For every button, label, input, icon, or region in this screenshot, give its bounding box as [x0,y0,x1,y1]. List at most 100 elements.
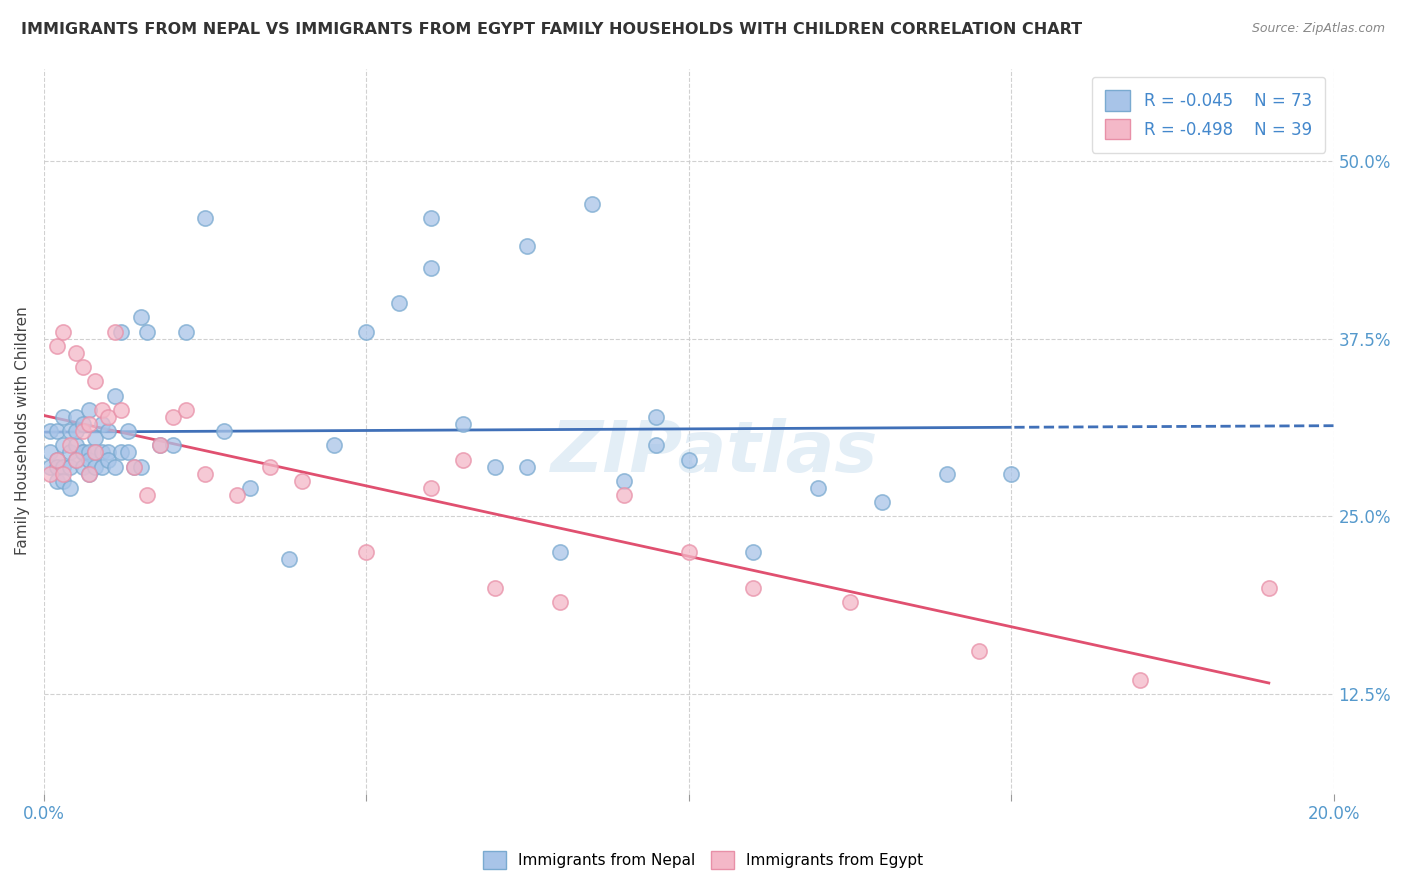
Point [65,346,87,360]
Point [77,417,100,431]
Point [77,452,100,467]
Point [72,417,94,431]
Point [39,424,62,438]
Point [84,459,107,474]
Point [97,409,120,424]
Point [65,452,87,467]
Legend: Immigrants from Nepal, Immigrants from Egypt: Immigrants from Nepal, Immigrants from E… [477,845,929,875]
Point [356,545,378,559]
Point [419,481,441,495]
Point [742,545,765,559]
Point [419,260,441,275]
Point [162,409,184,424]
Point [291,474,314,488]
Point [59,481,82,495]
Point [110,325,132,339]
Point [1258,581,1281,595]
Point [45,452,67,467]
Point [39,459,62,474]
Point [484,581,506,595]
Legend: R = -0.045    N = 73, R = -0.498    N = 39: R = -0.045 N = 73, R = -0.498 N = 39 [1092,77,1326,153]
Point [356,325,378,339]
Point [149,438,172,452]
Point [97,452,120,467]
Point [122,459,145,474]
Point [52,438,75,452]
Text: IMMIGRANTS FROM NEPAL VS IMMIGRANTS FROM EGYPT FAMILY HOUSEHOLDS WITH CHILDREN C: IMMIGRANTS FROM NEPAL VS IMMIGRANTS FROM… [21,22,1083,37]
Point [45,474,67,488]
Point [742,581,765,595]
Point [59,459,82,474]
Point [72,459,94,474]
Point [52,459,75,474]
Point [548,545,571,559]
Point [1000,467,1022,481]
Point [65,409,87,424]
Point [77,445,100,459]
Point [149,438,172,452]
Point [581,196,603,211]
Point [613,474,636,488]
Point [45,424,67,438]
Point [72,445,94,459]
Point [84,375,107,389]
Point [122,459,145,474]
Point [129,459,152,474]
Point [451,417,474,431]
Point [39,445,62,459]
Point [104,388,127,402]
Point [52,325,75,339]
Point [117,445,139,459]
Point [870,495,893,509]
Point [516,239,538,253]
Point [678,452,700,467]
Point [72,360,94,375]
Point [65,452,87,467]
Point [174,325,197,339]
Point [323,438,346,452]
Text: ZIPatlas: ZIPatlas [551,418,879,487]
Point [90,402,112,417]
Point [84,431,107,445]
Point [548,595,571,609]
Point [645,438,668,452]
Point [162,438,184,452]
Point [90,459,112,474]
Point [84,445,107,459]
Point [59,445,82,459]
Point [174,402,197,417]
Point [136,488,159,502]
Point [52,467,75,481]
Point [277,552,299,566]
Point [117,424,139,438]
Point [419,211,441,225]
Point [484,459,506,474]
Point [226,488,249,502]
Point [214,424,236,438]
Point [77,467,100,481]
Point [90,445,112,459]
Point [935,467,957,481]
Point [97,424,120,438]
Point [77,402,100,417]
Point [90,417,112,431]
Point [59,438,82,452]
Point [84,445,107,459]
Point [104,325,127,339]
Point [72,445,94,459]
Point [136,325,159,339]
Point [838,595,860,609]
Point [65,424,87,438]
Point [967,644,990,658]
Point [59,424,82,438]
Point [613,488,636,502]
Y-axis label: Family Households with Children: Family Households with Children [15,307,30,556]
Point [259,459,281,474]
Point [194,467,217,481]
Point [678,545,700,559]
Point [110,445,132,459]
Point [516,459,538,474]
Point [77,467,100,481]
Point [239,481,262,495]
Point [110,402,132,417]
